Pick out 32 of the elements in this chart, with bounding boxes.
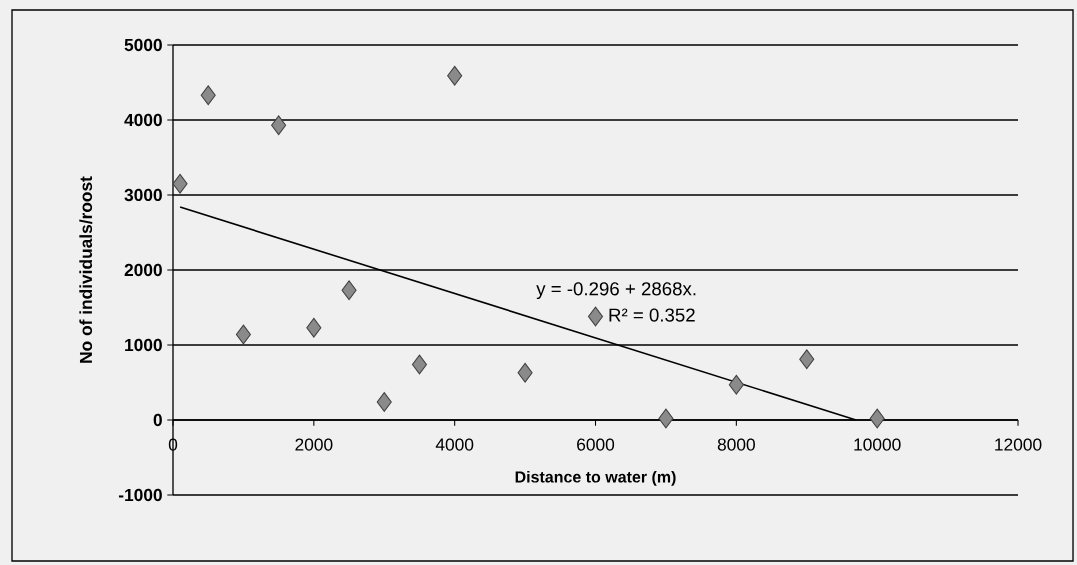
- point: [271, 115, 287, 136]
- point: [411, 354, 428, 375]
- x-tick-label: 2000: [295, 438, 333, 451]
- point: [799, 349, 815, 370]
- point: [376, 392, 392, 412]
- x-axis-title: Distance to water (m): [515, 470, 676, 486]
- y-tick-label: 1000: [125, 338, 162, 352]
- y-tick-label: 3000: [124, 188, 162, 202]
- annotation: R² = 0.352: [609, 308, 695, 322]
- point: [728, 374, 744, 395]
- point: [658, 408, 674, 429]
- point: [306, 317, 322, 338]
- point: [172, 173, 188, 194]
- y-tick-label: 4000: [124, 113, 162, 127]
- x-tick-label: 10000: [854, 438, 901, 451]
- point: [200, 85, 216, 106]
- y-tick-label: -1000: [118, 488, 162, 502]
- x-tick-label: 6000: [577, 438, 615, 451]
- point: [235, 324, 251, 345]
- y-axis-title: No of individuals/roost: [79, 176, 93, 363]
- y-tick-label: 2000: [124, 263, 162, 277]
- point: [587, 306, 604, 327]
- x-tick-label: 12000: [995, 438, 1042, 451]
- x-tick-label: 4000: [435, 438, 474, 451]
- point: [869, 408, 885, 429]
- point: [517, 362, 533, 383]
- point: [341, 280, 357, 301]
- x-tick-label: 8000: [717, 438, 755, 451]
- point: [447, 65, 463, 86]
- y-tick-label: 0: [153, 413, 162, 427]
- y-tick-label: 5000: [124, 38, 162, 52]
- annotation: y = -0.296 + 2868x.: [536, 282, 696, 300]
